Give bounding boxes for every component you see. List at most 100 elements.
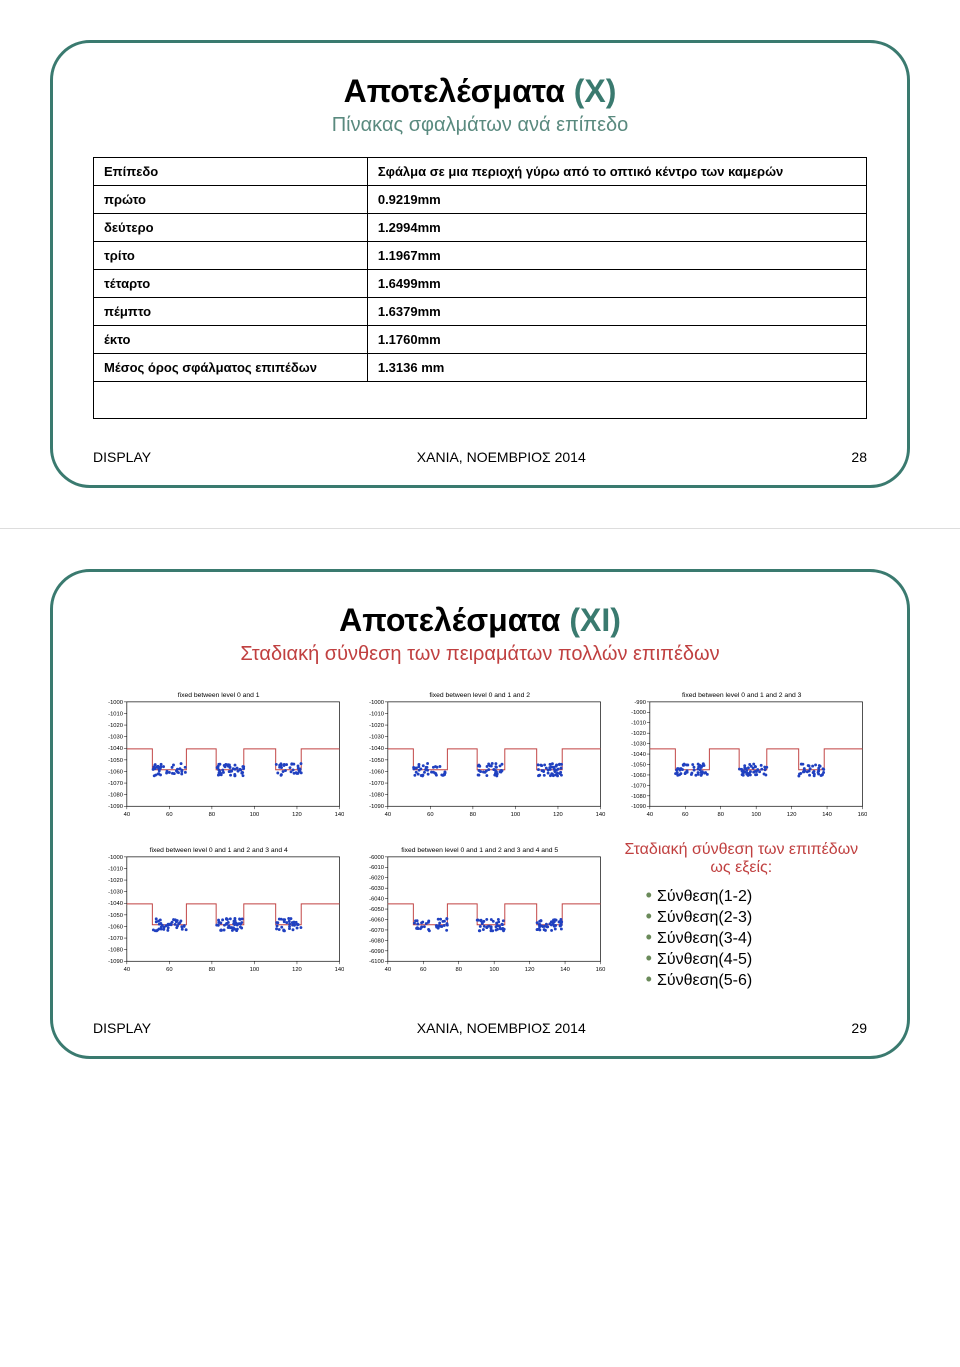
table-row: τρίτο1.1967mm [94,242,867,270]
error-table: Επίπεδο Σφάλμα σε μια περιοχή γύρω από τ… [93,157,867,419]
svg-text:160: 160 [857,812,867,818]
svg-text:-1060: -1060 [369,769,384,775]
svg-text:-1040: -1040 [108,901,123,907]
svg-text:80: 80 [209,967,215,973]
cell-level: έκτο [94,326,368,354]
svg-text:-6050: -6050 [369,907,384,913]
table-row: τέταρτο1.6499mm [94,270,867,298]
cell-value: 1.6379mm [367,298,866,326]
slide1-title: Αποτελέσματα (X) [93,73,867,110]
svg-text:-1070: -1070 [369,781,384,787]
svg-text:100: 100 [490,967,500,973]
legend-item: Σύνθεση(3-4) [646,927,867,948]
svg-text:100: 100 [751,812,761,818]
legend-title: Σταδιακή σύνθεση των επιπέδων ως εξείς: [616,841,867,877]
svg-text:-1010: -1010 [369,711,384,717]
svg-text:80: 80 [717,812,723,818]
footer-center: ΧΑΝΙΑ, ΝΟΕΜΒΡΙΟΣ 2014 [417,449,586,465]
svg-text:100: 100 [250,967,260,973]
svg-text:-1050: -1050 [108,758,123,764]
svg-text:-1060: -1060 [631,773,646,779]
footer-right: 29 [851,1020,867,1036]
svg-text:60: 60 [427,812,433,818]
svg-text:140: 140 [561,967,571,973]
svg-text:-1010: -1010 [108,711,123,717]
footer-left: DISPLAY [93,449,151,465]
svg-text:fixed between level 0 and 1: fixed between level 0 and 1 [178,692,260,699]
cell-level: τέταρτο [94,270,368,298]
legend-box: Σταδιακή σύνθεση των επιπέδων ως εξείς: Σ… [616,841,867,990]
svg-text:100: 100 [250,812,260,818]
charts-row-1: fixed between level 0 and 1 -1000 -1010 -10… [93,686,867,831]
svg-text:140: 140 [335,967,345,973]
table-row: δεύτερο1.2994mm [94,214,867,242]
svg-text:-1020: -1020 [108,723,123,729]
svg-text:80: 80 [470,812,476,818]
chart: fixed between level 0 and 1 and 2 and 3 … [93,841,344,990]
svg-text:-1030: -1030 [108,735,123,741]
title-num: (XI) [569,602,621,638]
svg-text:-1090: -1090 [369,804,384,810]
legend-item: Σύνθεση(1-2) [646,885,867,906]
svg-text:-1020: -1020 [631,731,646,737]
empty-row [94,382,867,419]
svg-text:-6080: -6080 [369,938,384,944]
cell-value: 1.1760mm [367,326,866,354]
title-num: (X) [574,73,617,109]
chart: fixed between level 0 and 1 and 2-1000-1… [354,686,605,831]
svg-text:-1030: -1030 [108,890,123,896]
th-level: Επίπεδο [94,158,368,186]
svg-text:-1030: -1030 [631,742,646,748]
svg-text:140: 140 [335,812,345,818]
cell-value: 0.9219mm [367,186,866,214]
svg-text:-1060: -1060 [108,769,123,775]
svg-text:-1010: -1010 [631,721,646,727]
cell-level: δεύτερο [94,214,368,242]
svg-text:-1040: -1040 [631,752,646,758]
svg-text:-6000: -6000 [369,855,384,861]
chart: fixed between level 0 and 1 and 2 and 3-… [616,686,867,831]
slide1-footer: DISPLAY ΧΑΝΙΑ, ΝΟΕΜΒΡΙΟΣ 2014 28 [93,449,867,465]
svg-text:40: 40 [646,812,652,818]
svg-text:-1080: -1080 [108,793,123,799]
svg-text:60: 60 [682,812,688,818]
cell-value: 1.3136 mm [367,354,866,382]
cell-level: πρώτο [94,186,368,214]
svg-text:-6090: -6090 [369,949,384,955]
svg-text:-6020: -6020 [369,876,384,882]
svg-text:-1080: -1080 [369,793,384,799]
cell-value: 1.2994mm [367,214,866,242]
slide-1: Αποτελέσματα (X) Πίνακας σφαλμάτων ανά ε… [50,40,910,488]
slide2-title: Αποτελέσματα (XI) [93,602,867,639]
svg-text:-1070: -1070 [108,936,123,942]
svg-text:-1090: -1090 [108,804,123,810]
svg-text:-1070: -1070 [631,783,646,789]
svg-text:-1060: -1060 [108,924,123,930]
title-text: Αποτελέσματα [339,602,569,638]
svg-text:-1050: -1050 [369,758,384,764]
svg-text:160: 160 [596,967,606,973]
svg-text:-1090: -1090 [631,804,646,810]
svg-text:140: 140 [822,812,832,818]
svg-text:80: 80 [456,967,462,973]
svg-text:120: 120 [292,812,302,818]
svg-text:120: 120 [786,812,796,818]
slide1-subtitle: Πίνακας σφαλμάτων ανά επίπεδο [93,114,867,137]
svg-text:120: 120 [553,812,563,818]
svg-text:-1070: -1070 [108,781,123,787]
svg-text:-1020: -1020 [108,878,123,884]
svg-text:80: 80 [209,812,215,818]
svg-text:-1000: -1000 [631,710,646,716]
svg-text:-1080: -1080 [631,794,646,800]
svg-text:-1050: -1050 [631,762,646,768]
svg-text:-6070: -6070 [369,928,384,934]
svg-text:-6100: -6100 [369,959,384,965]
th-error: Σφάλμα σε μια περιοχή γύρω από το οπτικό… [367,158,866,186]
svg-text:40: 40 [124,812,130,818]
svg-text:-1040: -1040 [369,746,384,752]
svg-text:140: 140 [596,812,606,818]
legend-item: Σύνθεση(5-6) [646,969,867,990]
slide-2: Αποτελέσματα (XI) Σταδιακή σύνθεση των π… [50,569,910,1059]
svg-text:60: 60 [166,812,172,818]
svg-text:100: 100 [511,812,521,818]
